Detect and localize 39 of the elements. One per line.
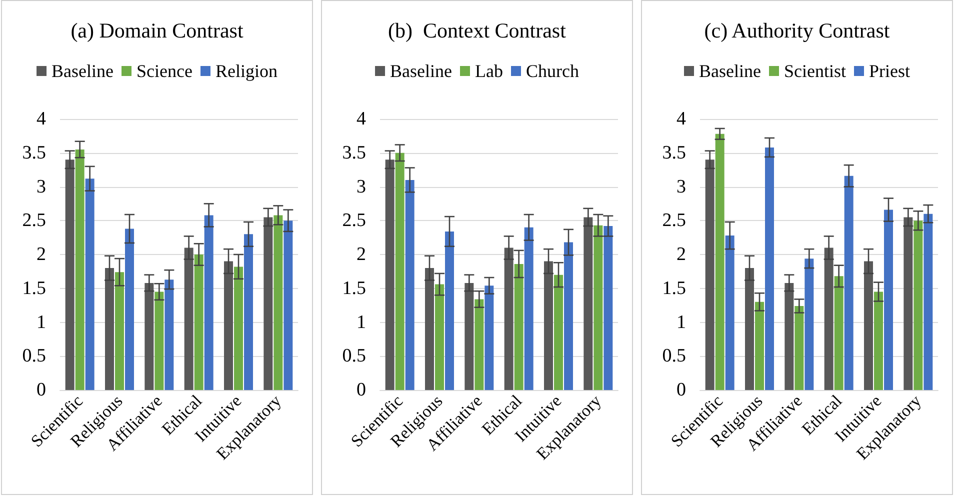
- y-tick-label: 0.5: [662, 346, 686, 367]
- y-tick-label: 2.5: [342, 210, 366, 232]
- y-tick-label: 3.5: [662, 142, 686, 164]
- legend-label: Scientist: [784, 61, 846, 81]
- y-tick-label: 4: [676, 108, 686, 130]
- legend-label: Church: [526, 61, 579, 81]
- legend-label: Science: [136, 61, 192, 81]
- y-tick-label: 2.5: [22, 210, 46, 232]
- y-tick-label: 2: [36, 244, 46, 265]
- legend-label: Lab: [475, 61, 503, 81]
- y-tick-label: 0: [36, 380, 46, 400]
- y-tick-label: 0: [676, 380, 686, 400]
- y-tick-label: 0: [356, 380, 366, 400]
- y-tick-label: 3.5: [22, 142, 46, 164]
- y-tick-label: 4: [36, 108, 46, 130]
- legend-label: Religion: [215, 61, 278, 81]
- chart-title: (a) Domain Contrast: [70, 18, 244, 42]
- y-tick-label: 3.5: [342, 142, 366, 164]
- y-tick-label: 1.5: [662, 278, 686, 299]
- legend-label: Baseline: [699, 61, 761, 81]
- chart-title: (b) Context Contrast: [388, 18, 566, 42]
- y-tick-label: 2.5: [662, 210, 686, 232]
- legend-label: Baseline: [52, 61, 114, 81]
- y-tick-label: 1: [356, 312, 366, 333]
- y-tick-label: 2: [676, 244, 686, 265]
- y-tick-label: 1.5: [22, 278, 46, 299]
- y-tick-label: 3: [36, 176, 46, 198]
- y-tick-label: 3: [356, 176, 366, 198]
- y-tick-label: 1: [676, 312, 686, 333]
- y-tick-label: 2: [356, 244, 366, 265]
- y-tick-label: 1.5: [342, 278, 366, 299]
- y-tick-label: 0.5: [342, 346, 366, 367]
- legend-label: Baseline: [390, 61, 452, 81]
- chart-title: (c) Authority Contrast: [704, 18, 890, 42]
- legend-label: Priest: [868, 61, 910, 81]
- y-tick-label: 0.5: [22, 346, 46, 367]
- y-tick-label: 4: [356, 108, 366, 130]
- y-tick-label: 1: [36, 312, 46, 333]
- y-tick-label: 3: [676, 176, 686, 198]
